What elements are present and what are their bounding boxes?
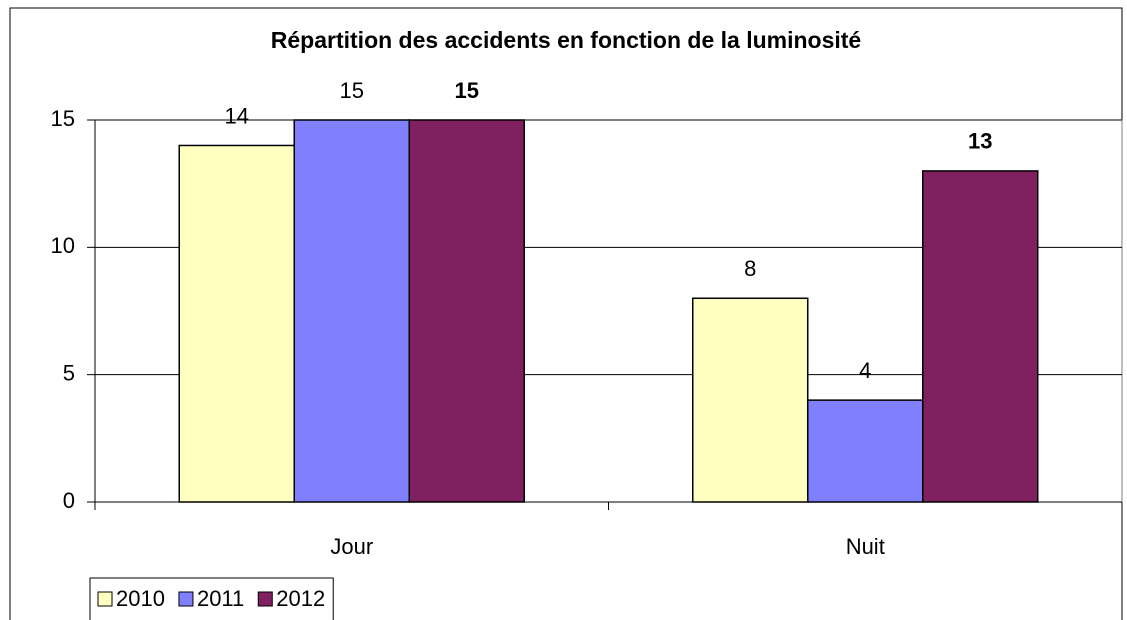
y-tick-label: 0 — [63, 488, 75, 513]
bar — [692, 297, 809, 503]
data-label: 15 — [455, 78, 479, 103]
legend-label: 2010 — [116, 586, 165, 611]
bar — [922, 170, 1039, 503]
data-label: 13 — [968, 129, 992, 154]
y-tick-label: 5 — [63, 360, 75, 385]
x-tick-label: Jour — [330, 534, 373, 559]
y-tick-label: 15 — [51, 106, 75, 131]
legend-swatch — [257, 591, 273, 607]
chart-title: Répartition des accidents en fonction de… — [271, 27, 861, 53]
y-tick-label: 10 — [51, 233, 75, 258]
x-tick-label: Nuit — [846, 534, 885, 559]
data-label: 15 — [340, 78, 364, 103]
legend-label: 2012 — [276, 586, 325, 611]
legend-label: 2011 — [197, 586, 244, 611]
data-label: 14 — [225, 103, 249, 128]
legend-box — [89, 577, 334, 620]
legend-swatch — [178, 591, 194, 607]
data-label: 4 — [859, 358, 871, 383]
bar — [408, 119, 525, 503]
bar — [178, 144, 295, 503]
bar — [807, 399, 924, 503]
data-label: 8 — [744, 256, 756, 281]
legend-swatch — [97, 591, 113, 607]
bar — [293, 119, 410, 503]
